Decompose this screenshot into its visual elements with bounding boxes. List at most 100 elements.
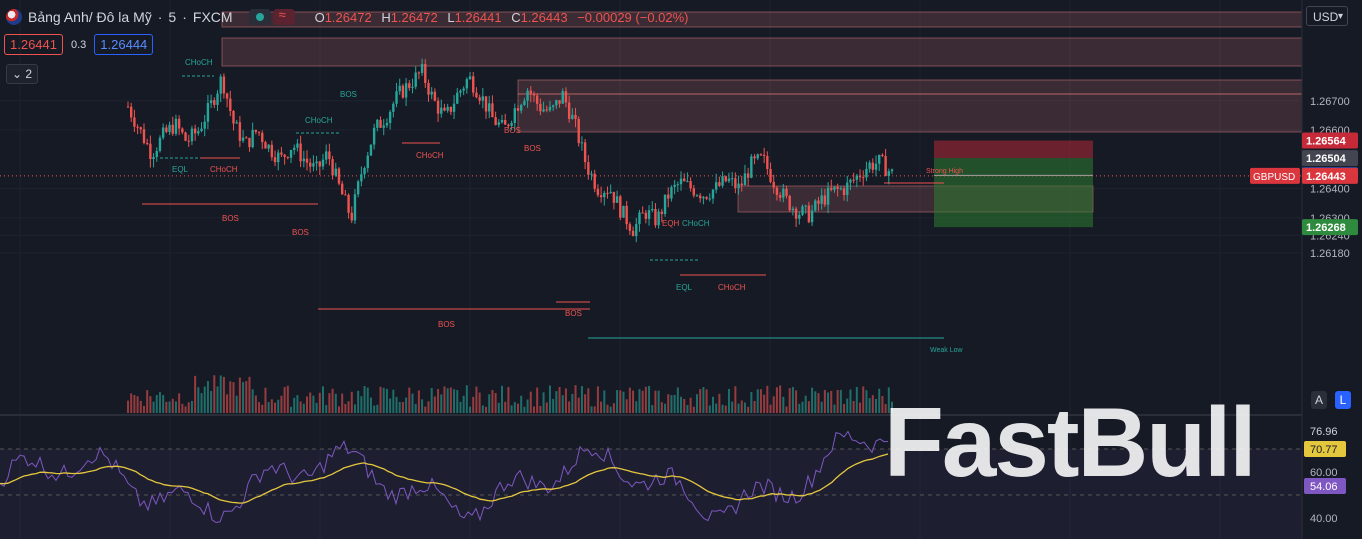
candle-body — [350, 212, 353, 221]
volume-bar — [590, 406, 593, 413]
candle-body — [826, 187, 830, 205]
candle-body — [324, 151, 328, 160]
price-label-bg — [1302, 219, 1358, 236]
volume-bar — [795, 390, 798, 413]
candle-body — [152, 156, 155, 160]
volume-bar — [769, 404, 772, 413]
volume-bar — [133, 395, 136, 413]
volume-bar — [584, 394, 587, 413]
indicators-toggle[interactable]: ⌄ 2 — [6, 64, 38, 84]
currency-flag-icon — [6, 9, 22, 25]
log-scale-button[interactable]: L — [1335, 391, 1351, 409]
candle-body — [193, 128, 197, 134]
volume-bar — [312, 395, 315, 413]
candle-body — [756, 154, 759, 159]
sell-button[interactable]: 1.26441 — [4, 34, 63, 55]
candle-body — [593, 173, 596, 189]
structure-label: BOS — [524, 144, 541, 153]
candle-body — [641, 212, 644, 214]
candle-body — [420, 64, 424, 73]
volume-bar — [280, 395, 283, 413]
take-profit-zone — [934, 158, 1093, 228]
candle-body — [737, 183, 740, 189]
candle-body — [702, 196, 705, 199]
candle-body — [724, 176, 727, 182]
candle-body — [222, 76, 226, 94]
candle-body — [810, 210, 814, 223]
interval[interactable]: 5 — [168, 9, 177, 25]
structure-label: BOS — [292, 228, 309, 237]
buy-button[interactable]: 1.26444 — [94, 34, 154, 55]
candle-body — [577, 119, 580, 144]
price-tick-label: 1.26400 — [1310, 184, 1350, 196]
volume-bar — [302, 403, 305, 413]
volume-bar — [216, 386, 219, 413]
candle-body — [456, 92, 459, 104]
rsi-band — [0, 449, 1302, 539]
candle-body — [564, 91, 568, 103]
candle-body — [165, 127, 168, 132]
volume-bar — [625, 399, 628, 413]
market-status[interactable] — [248, 7, 295, 25]
volume-bar — [609, 406, 612, 413]
candle-body — [874, 163, 878, 170]
volume-bar — [309, 392, 312, 413]
price-tick-label: 1.26700 — [1310, 96, 1350, 108]
volume-bar — [520, 395, 523, 413]
candle-body — [401, 85, 405, 98]
candle-body — [139, 127, 142, 130]
volume-bar — [580, 386, 583, 413]
volume-bar — [830, 390, 833, 413]
volume-bar — [248, 376, 251, 413]
volume-bar — [708, 405, 711, 413]
candle-body — [145, 143, 149, 145]
candle-body — [609, 191, 612, 194]
supply-zone — [517, 79, 1303, 95]
volume-bar — [542, 392, 545, 413]
candle-body — [491, 103, 494, 118]
candle-body — [331, 159, 334, 176]
volume-bar — [670, 395, 673, 413]
candle-body — [475, 92, 478, 98]
candle-body — [878, 154, 881, 164]
currency-select[interactable]: USD — [1306, 6, 1348, 27]
volume-bar — [433, 396, 436, 413]
candle-body — [168, 124, 171, 132]
volume-bar — [526, 399, 529, 413]
chevron-down-icon: ⌄ — [11, 67, 23, 81]
candle-body — [395, 91, 398, 104]
volume-bar — [711, 396, 714, 413]
volume-bar — [648, 385, 651, 413]
volume-bar — [756, 389, 759, 413]
volume-bar — [174, 401, 177, 413]
candle-body — [302, 158, 306, 162]
rsi-value-label: 70.77 — [1310, 444, 1338, 456]
volume-bar — [299, 401, 302, 413]
candle-body — [161, 127, 165, 138]
price-label: 1.26504 — [1306, 153, 1347, 165]
chart-legend: Bảng Anh/ Đô la Mỹ · 5 · FXCM O1.26472 H… — [6, 6, 695, 28]
volume-bar — [363, 386, 366, 413]
volume-bar — [344, 403, 347, 413]
volume-bar — [440, 394, 443, 413]
volume-bar — [424, 406, 427, 413]
volume-bar — [827, 392, 830, 413]
volume-bar — [165, 401, 168, 413]
candle-body — [181, 128, 184, 133]
candle-body — [481, 96, 485, 101]
candle-body — [414, 72, 417, 87]
candle-body — [711, 189, 715, 199]
candle-body — [587, 162, 590, 175]
volume-bar — [232, 382, 235, 413]
candle-body — [721, 176, 724, 186]
candle-body — [574, 114, 577, 120]
candle-body — [638, 212, 641, 225]
volume-bar — [807, 401, 810, 413]
volume-bar — [836, 389, 839, 413]
symbol-name[interactable]: Bảng Anh/ Đô la Mỹ — [28, 9, 152, 25]
auto-scale-button[interactable]: A — [1311, 391, 1327, 409]
candle-body — [372, 127, 376, 145]
candle-body — [599, 195, 603, 198]
data-delay-icon — [272, 7, 295, 25]
